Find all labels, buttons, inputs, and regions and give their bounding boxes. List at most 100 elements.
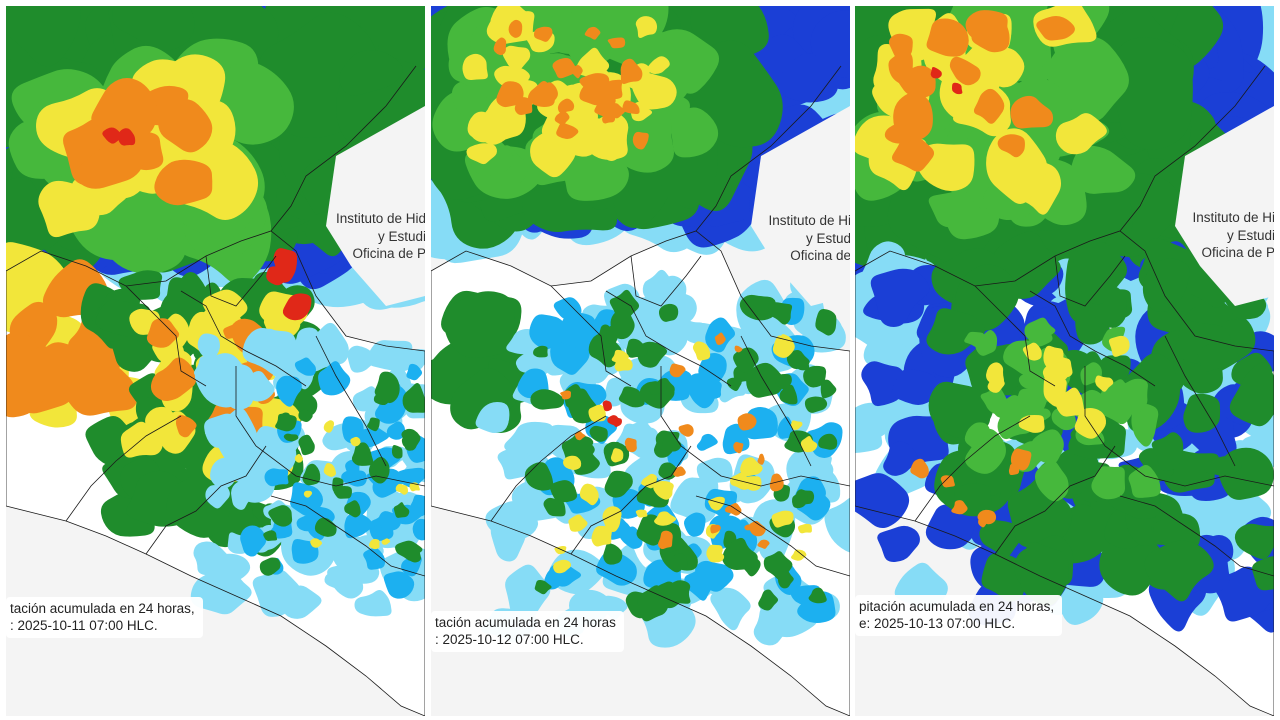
rain-intensity-area — [797, 523, 812, 534]
rain-intensity-area — [394, 467, 425, 488]
rain-intensity-area — [641, 473, 657, 489]
rain-intensity-area — [112, 6, 195, 51]
rain-intensity-area — [575, 47, 610, 79]
rain-intensity-area — [381, 538, 391, 545]
rain-intensity-area — [536, 82, 558, 106]
rain-intensity-area — [1131, 403, 1159, 447]
rain-intensity-area — [294, 453, 303, 463]
rain-intensity-area — [635, 509, 648, 518]
rain-intensity-area — [980, 386, 1008, 415]
rain-intensity-area — [733, 347, 759, 374]
rain-intensity-area — [502, 45, 531, 71]
rain-intensity-area — [406, 363, 423, 381]
rain-intensity-area — [369, 525, 384, 538]
rain-intensity-area — [572, 65, 583, 79]
rain-intensity-area — [1054, 387, 1085, 417]
rain-intensity-area — [686, 373, 716, 409]
institution-line: Instituto de Hi — [1192, 210, 1274, 225]
boundary-line — [1029, 290, 1156, 387]
caption-line: pitación acumulada en 24 horas, — [859, 599, 1055, 614]
rain-intensity-area — [670, 477, 719, 524]
rain-intensity-area — [555, 312, 597, 349]
rain-intensity-area — [722, 537, 758, 570]
rain-intensity-area — [529, 314, 566, 350]
rain-intensity-area — [653, 480, 674, 500]
rain-intensity-area — [505, 564, 551, 621]
institution-line: Oficina de — [790, 248, 850, 263]
rain-intensity-area — [622, 100, 640, 115]
rain-intensity-area — [263, 530, 278, 542]
rain-intensity-area — [378, 511, 401, 533]
label-area — [1175, 106, 1274, 306]
rain-intensity-area — [733, 441, 744, 454]
boundary-line — [605, 290, 732, 387]
rain-intensity-area — [194, 353, 249, 408]
rain-intensity-area — [637, 585, 669, 622]
rain-intensity-area — [696, 433, 718, 451]
rain-intensity-area — [467, 111, 514, 145]
rain-intensity-area — [339, 50, 403, 96]
boundary-line — [550, 285, 632, 387]
rain-intensity-area — [154, 159, 213, 206]
rain-intensity-area — [298, 409, 313, 422]
rain-intensity-area — [368, 539, 380, 550]
rain-intensity-area — [497, 449, 535, 480]
rain-intensity-area — [259, 557, 281, 576]
caption-line: e: 2025-10-13 07:00 HLC. — [859, 616, 1016, 631]
rain-intensity-area — [74, 138, 145, 189]
rain-intensity-area — [1252, 556, 1274, 591]
rain-intensity-area — [568, 514, 588, 532]
boundary-line — [695, 495, 850, 577]
boundary-line — [235, 366, 425, 487]
institution-line: Instituto de Hid — [335, 211, 425, 226]
rain-intensity-area — [979, 520, 1022, 558]
rain-intensity-area — [803, 365, 827, 388]
rain-intensity-area — [1073, 241, 1128, 305]
rain-intensity-area — [926, 18, 969, 57]
rain-intensity-area — [602, 400, 612, 412]
rain-intensity-area — [790, 420, 803, 431]
rain-intensity-area — [884, 122, 911, 144]
rain-intensity-area — [883, 441, 918, 476]
rain-intensity-area — [496, 81, 524, 108]
rain-intensity-area — [657, 530, 673, 550]
rain-intensity-area — [973, 88, 1005, 124]
rain-intensity-area — [358, 427, 390, 448]
boundary-line — [125, 285, 207, 387]
rain-intensity-area — [366, 417, 380, 432]
forecast-panel-day-3: Instituto de Hi y Estudi Oficina de P pi… — [855, 6, 1274, 716]
rain-intensity-area — [38, 180, 100, 238]
institution-line: y Estud — [805, 230, 850, 246]
rain-intensity-area — [888, 49, 913, 84]
rain-intensity-area — [771, 510, 794, 528]
boundary-line — [1119, 495, 1274, 577]
rain-intensity-area — [626, 420, 655, 444]
boundary-line — [490, 415, 607, 522]
label-area — [326, 106, 425, 306]
rain-intensity-area — [1071, 145, 1136, 194]
rain-intensity-area — [354, 590, 392, 617]
rain-intensity-area — [386, 421, 406, 440]
rain-intensity-area — [724, 503, 742, 516]
rain-intensity-area — [877, 525, 920, 563]
political-boundaries — [855, 65, 1274, 716]
rain-intensity-area — [282, 293, 312, 321]
rain-intensity-area — [150, 357, 197, 401]
institution-label: Instituto de Hi y Estud Oficina de — [768, 212, 850, 265]
rain-intensity-area — [824, 497, 850, 553]
precipitation-map — [6, 6, 425, 716]
boundary-line — [1164, 335, 1236, 467]
rain-intensity-area — [772, 52, 839, 103]
rain-intensity-area — [632, 131, 649, 150]
boundary-line — [315, 335, 387, 467]
rain-intensity-area — [409, 494, 425, 517]
rain-intensity-area — [714, 332, 726, 345]
forecast-panel-day-1: Instituto de Hid y Estudi Oficina de P t… — [6, 6, 425, 716]
rain-intensity-area — [490, 512, 527, 562]
rain-intensity-area — [737, 413, 757, 431]
rain-intensity-area — [910, 458, 929, 479]
rain-intensity-area — [276, 375, 302, 407]
rain-intensity-area — [589, 425, 608, 442]
rain-intensity-area — [892, 135, 935, 172]
rain-intensity-area — [1043, 345, 1064, 370]
